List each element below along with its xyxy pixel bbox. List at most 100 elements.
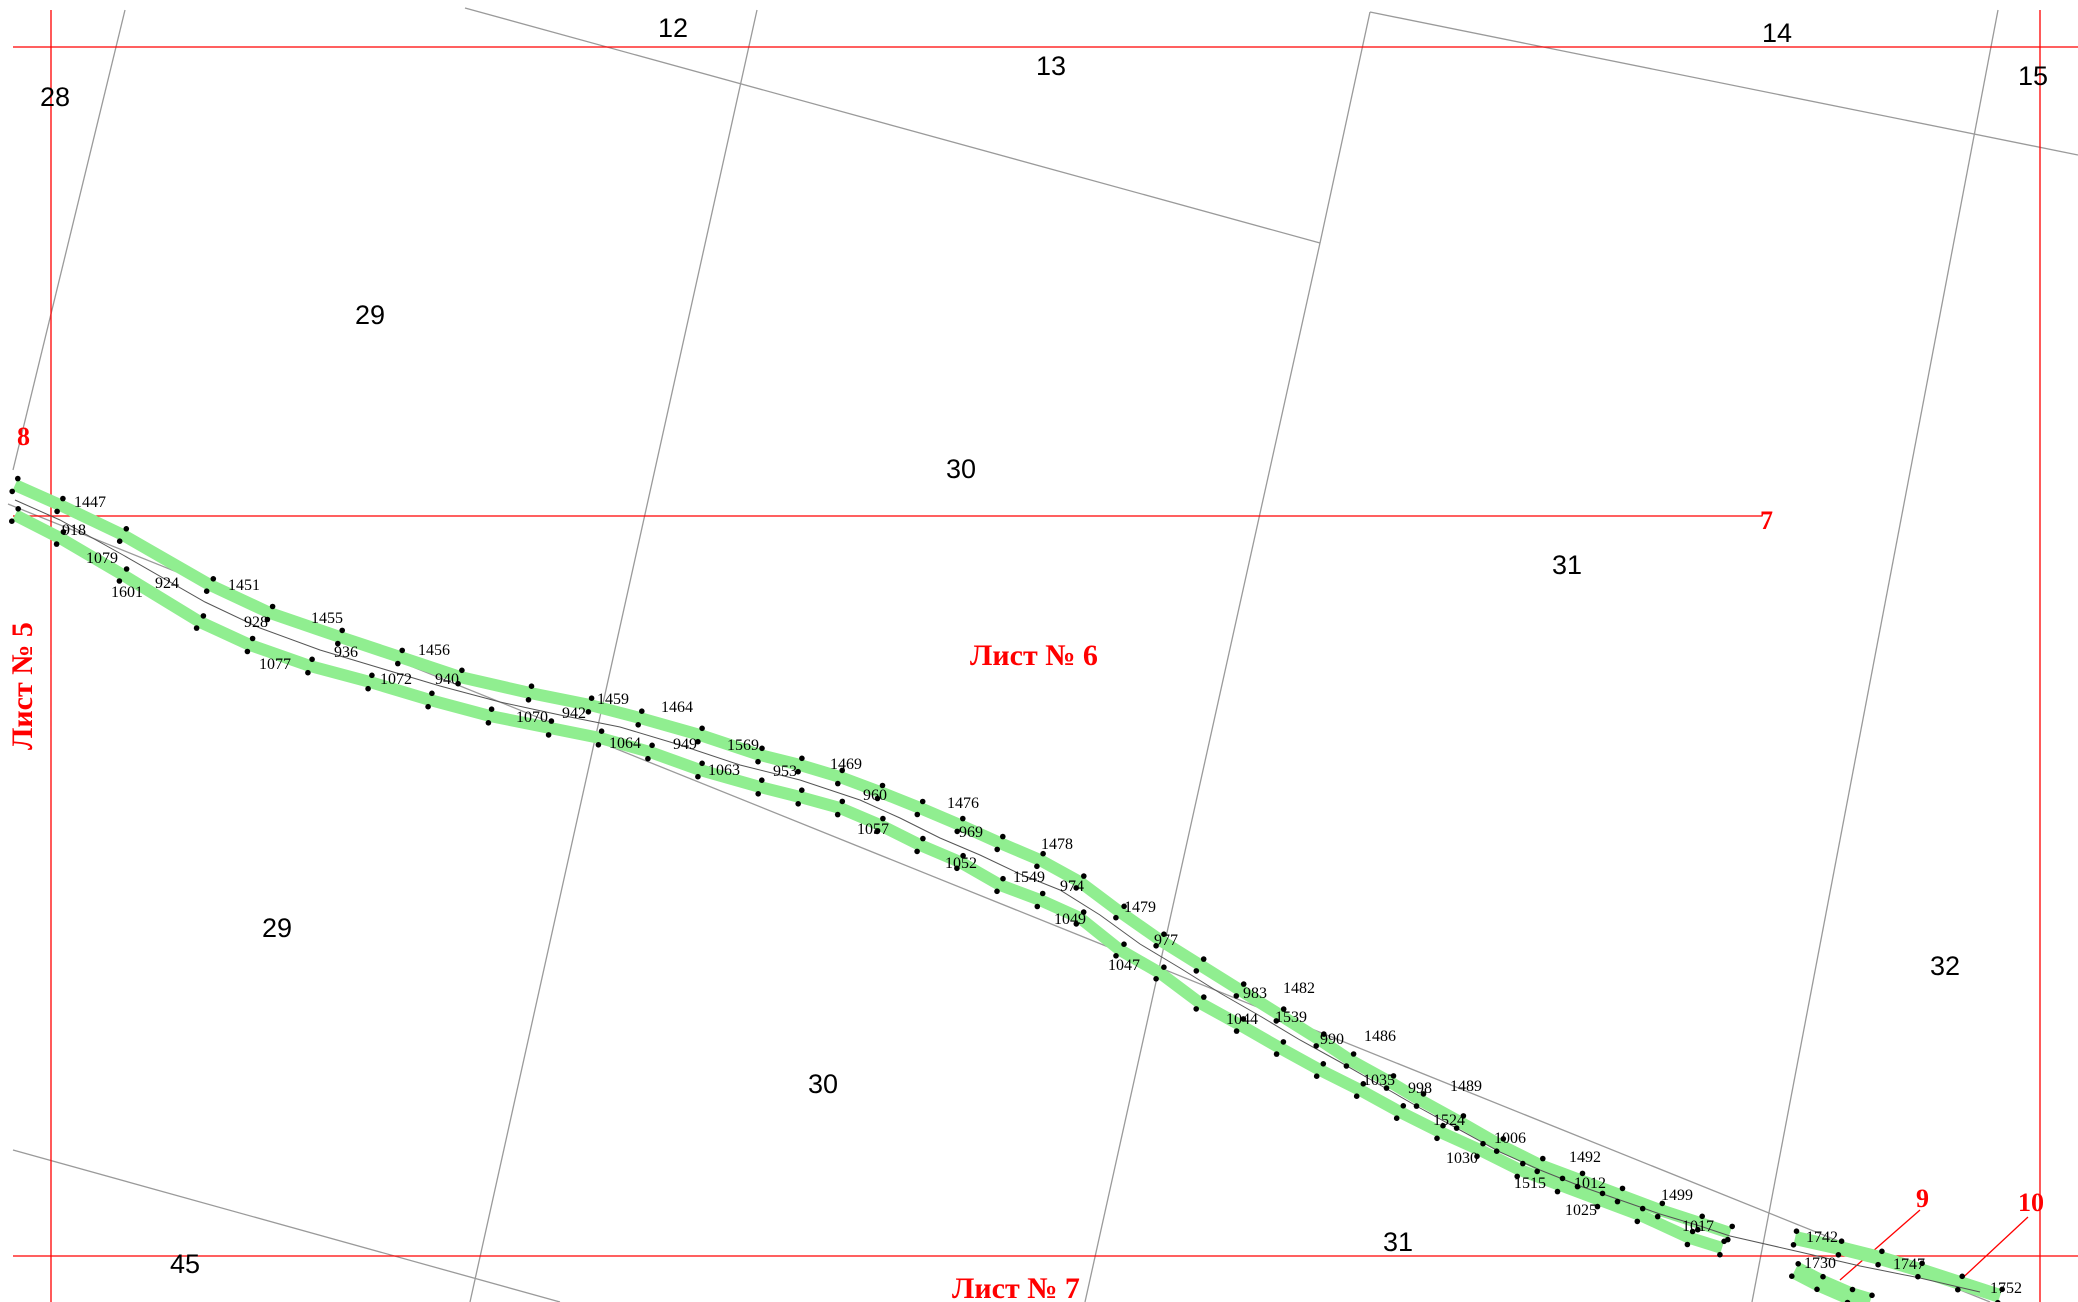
strip-lower-band	[12, 509, 1724, 1254]
sheet-frame	[13, 10, 2078, 1302]
survey-point-dot	[1321, 1031, 1327, 1037]
point-label: 990	[1320, 1031, 1344, 1048]
point-label: 977	[1154, 932, 1178, 949]
survey-point-dot	[635, 722, 641, 728]
survey-point-dot	[1161, 931, 1167, 937]
corner-number-7: 7	[1760, 506, 1773, 535]
block-label: 28	[40, 82, 70, 112]
point-label: 936	[334, 644, 358, 661]
survey-point-dot	[1413, 1103, 1420, 1109]
survey-point-dot	[914, 811, 921, 818]
survey-point-dot	[459, 667, 465, 674]
survey-point-dot	[1875, 1261, 1881, 1268]
survey-point-dot	[1474, 1153, 1480, 1160]
survey-point-dot	[1500, 1136, 1507, 1142]
survey-point-dot	[1634, 1218, 1641, 1225]
survey-point-dot	[1393, 1115, 1400, 1121]
survey-point-dot	[920, 835, 926, 842]
survey-point-dot	[1699, 1213, 1705, 1220]
point-label: 1549	[1013, 869, 1045, 886]
survey-point-dot	[1540, 1155, 1546, 1162]
block-labels: 12 13 14 15 28 29 30 31 29 30 31 32 45	[40, 13, 2048, 1279]
block-label: 30	[946, 454, 976, 484]
survey-point-dot	[548, 718, 555, 724]
survey-point-dot	[874, 828, 880, 835]
point-label: 1455	[311, 610, 343, 627]
survey-point-dot	[1721, 1238, 1727, 1245]
survey-point-dot	[528, 683, 535, 689]
survey-point-dot	[123, 526, 130, 532]
block-label: 29	[355, 300, 385, 330]
boundary-line	[1319, 11, 1371, 244]
survey-point-dot	[1574, 1183, 1581, 1190]
survey-point-dot	[1343, 1063, 1350, 1069]
survey-point-dot	[954, 828, 960, 835]
survey-point-dot	[1654, 1213, 1661, 1220]
survey-point-dot	[1434, 1135, 1440, 1142]
strip-segment-east-lower	[1790, 1262, 1873, 1302]
point-label: 1012	[1574, 1175, 1606, 1192]
survey-point-dot	[960, 852, 966, 859]
corner-number-9: 9	[1916, 1184, 1929, 1213]
survey-point-dot	[1073, 885, 1079, 891]
survey-point-dot	[1320, 1061, 1327, 1067]
survey-point-dots	[9, 475, 2005, 1302]
survey-point-dot	[1955, 1286, 1961, 1293]
survey-point-dot	[1915, 1273, 1921, 1280]
corner-number-10: 10	[2018, 1188, 2044, 1217]
boundary-line	[12, 9, 126, 471]
boundary-line	[469, 9, 758, 1302]
block-label: 15	[2018, 61, 2048, 91]
survey-point-dot	[1153, 976, 1159, 982]
survey-point-dot	[639, 708, 645, 714]
block-label: 32	[1930, 951, 1960, 981]
block-label: 12	[658, 13, 688, 43]
point-label: 1486	[1364, 1028, 1396, 1045]
survey-point-dot	[914, 848, 920, 855]
survey-point-dot	[369, 672, 375, 679]
survey-point-dot	[1153, 943, 1159, 949]
leader-line-9	[1839, 1209, 1921, 1281]
survey-point-dot	[795, 768, 801, 775]
survey-point-dot	[1280, 1039, 1287, 1045]
survey-point-dot	[1080, 909, 1087, 915]
point-label: 1752	[1990, 1280, 2022, 1297]
survey-point-dot	[264, 616, 271, 623]
survey-point-dot	[305, 669, 311, 676]
point-label: 960	[863, 787, 887, 804]
survey-point-dot	[1273, 1018, 1280, 1024]
block-label: 30	[808, 1069, 838, 1099]
survey-point-dot	[429, 690, 435, 697]
block-label: 45	[170, 1249, 200, 1279]
survey-point-dot	[1559, 1175, 1566, 1182]
survey-point-dot	[874, 795, 881, 802]
point-label: 949	[673, 736, 697, 753]
sheet-label-left: Лист № 5	[6, 622, 39, 750]
survey-point-dot	[54, 508, 60, 515]
point-label: 1063	[708, 762, 740, 779]
survey-point-dot	[1554, 1188, 1561, 1195]
survey-point-dot	[9, 518, 15, 524]
survey-point-dot	[839, 767, 845, 774]
survey-point-dot	[1039, 890, 1046, 897]
point-label: 1464	[661, 699, 693, 716]
point-label: 1459	[597, 691, 629, 708]
point-label: 1456	[418, 642, 450, 659]
survey-point-dot	[1113, 914, 1119, 921]
survey-point-dot	[60, 529, 67, 535]
survey-point-dot	[123, 566, 130, 572]
survey-point-dot	[1193, 968, 1200, 974]
survey-point-dot	[1689, 1228, 1696, 1235]
survey-point-dot	[1350, 1051, 1357, 1057]
survey-point-dot	[1200, 956, 1207, 962]
survey-point-dot	[1040, 850, 1046, 857]
sheet-label-current: Лист № 6	[970, 639, 1098, 672]
survey-point-dot	[1201, 994, 1207, 1000]
survey-point-dot	[1534, 1168, 1540, 1175]
point-label: 1070	[516, 709, 548, 726]
sheet-labels: Лист № 6 Лист № 5 Лист № 7	[6, 622, 1098, 1302]
survey-point-dot	[1000, 833, 1006, 840]
survey-point-dot	[525, 697, 532, 703]
point-label: 1747	[1893, 1256, 1925, 1273]
